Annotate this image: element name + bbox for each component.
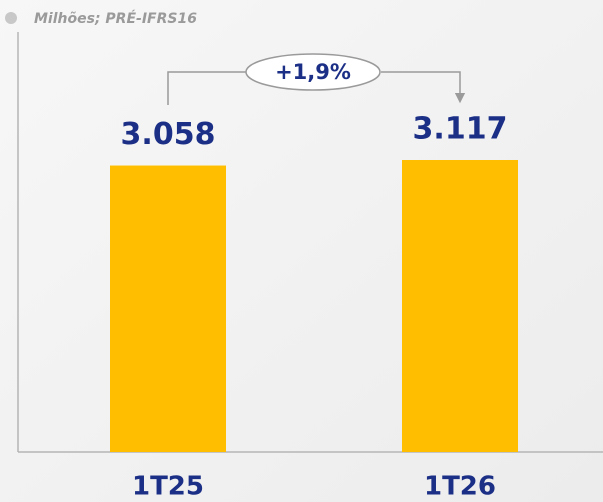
annotation: +1,9% [275, 60, 351, 84]
value-label: 3.117 [413, 112, 508, 147]
value-label: 3.058 [121, 117, 216, 152]
category-label: 1T25 [132, 472, 204, 502]
bar [402, 160, 518, 452]
bullet [5, 12, 17, 24]
category-label: 1T26 [424, 472, 496, 502]
chart: Milhões; PRÉ-IFRS16 +1,9% 3.058 1T25 3.117… [0, 0, 603, 502]
subtitle: Milhões; PRÉ-IFRS16 [34, 10, 197, 27]
bar [110, 166, 226, 452]
